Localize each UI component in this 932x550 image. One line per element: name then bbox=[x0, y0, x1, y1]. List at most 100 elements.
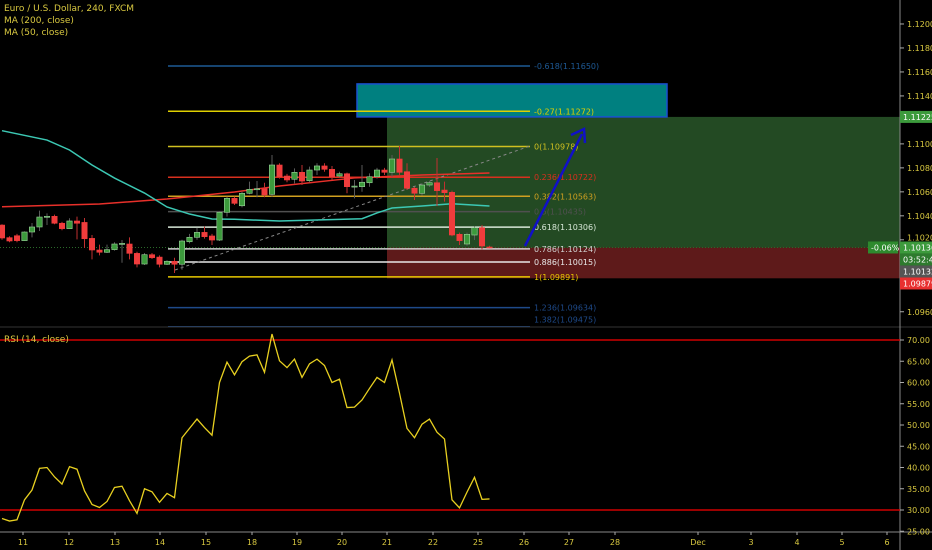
candle[interactable] bbox=[156, 256, 163, 265]
stop-zone[interactable] bbox=[387, 247, 900, 279]
profit-zone[interactable] bbox=[387, 116, 900, 248]
fib-level-label: 0(1.10978) bbox=[534, 143, 578, 152]
candle[interactable] bbox=[194, 232, 201, 238]
candle[interactable] bbox=[119, 243, 126, 245]
candle[interactable] bbox=[343, 173, 350, 187]
price-tick-label: 1.10400 bbox=[907, 212, 932, 221]
candle[interactable] bbox=[66, 220, 73, 229]
candle[interactable] bbox=[433, 182, 440, 191]
candle[interactable] bbox=[471, 227, 478, 236]
candle[interactable] bbox=[298, 172, 305, 182]
candle[interactable] bbox=[74, 220, 81, 224]
candle[interactable] bbox=[209, 235, 216, 241]
symbol-title[interactable]: Euro / U.S. Dollar, 240, FXCM bbox=[4, 4, 135, 14]
candle[interactable] bbox=[321, 165, 328, 170]
candle[interactable] bbox=[441, 189, 448, 193]
price-tick-label: 1.10800 bbox=[907, 164, 932, 173]
candle[interactable] bbox=[351, 185, 358, 188]
candle[interactable] bbox=[418, 184, 425, 194]
candle[interactable] bbox=[261, 188, 268, 196]
candle[interactable] bbox=[171, 260, 178, 265]
candle[interactable] bbox=[224, 198, 231, 213]
candle[interactable] bbox=[426, 182, 433, 186]
candle[interactable] bbox=[126, 243, 133, 254]
candle[interactable] bbox=[396, 158, 403, 173]
candle[interactable] bbox=[246, 189, 253, 194]
rsi-tick-label: 55.00 bbox=[907, 400, 930, 409]
ma50-legend[interactable]: MA (50, close) bbox=[4, 28, 69, 38]
candle[interactable] bbox=[478, 227, 485, 247]
rsi-legend[interactable]: RSI (14, close) bbox=[4, 335, 69, 345]
candle[interactable] bbox=[141, 254, 148, 265]
candle[interactable] bbox=[111, 243, 118, 250]
candle[interactable] bbox=[463, 233, 470, 245]
candle[interactable] bbox=[36, 216, 43, 228]
candle[interactable] bbox=[381, 169, 388, 173]
candle[interactable] bbox=[134, 253, 141, 265]
candle[interactable] bbox=[373, 169, 380, 178]
candle[interactable] bbox=[388, 158, 395, 173]
candle[interactable] bbox=[239, 192, 246, 207]
price-tick-label: 1.11800 bbox=[907, 44, 932, 53]
candle[interactable] bbox=[6, 237, 13, 242]
candle[interactable] bbox=[291, 172, 298, 180]
target-price-badge-bg bbox=[900, 110, 932, 123]
candle[interactable] bbox=[0, 224, 6, 239]
candle[interactable] bbox=[486, 246, 493, 249]
candle[interactable] bbox=[403, 171, 410, 189]
candle[interactable] bbox=[328, 169, 335, 178]
candle[interactable] bbox=[283, 175, 290, 181]
countdown-badge-bg bbox=[900, 253, 932, 266]
projection-arrow[interactable] bbox=[523, 133, 584, 247]
time-tick-label: 21 bbox=[382, 538, 392, 547]
candle[interactable] bbox=[28, 226, 35, 233]
rsi-tick-label: 60.00 bbox=[907, 379, 930, 388]
candle[interactable] bbox=[81, 222, 88, 240]
fib-level-label: -0.618(1.11650) bbox=[534, 62, 599, 71]
price-tick-label: 1.12000 bbox=[907, 20, 932, 29]
bid-price-badge: 1.10132 bbox=[903, 267, 932, 276]
price-tick-label: 1.11000 bbox=[907, 140, 932, 149]
price-tick-label: 1.11600 bbox=[907, 68, 932, 77]
rsi-tick-label: 40.00 bbox=[907, 464, 930, 473]
last-price-badge-bg bbox=[900, 241, 932, 254]
candle[interactable] bbox=[268, 164, 275, 195]
candle[interactable] bbox=[104, 249, 111, 253]
time-tick-label: 20 bbox=[337, 538, 347, 547]
candle[interactable] bbox=[201, 232, 208, 237]
candle[interactable] bbox=[149, 254, 156, 258]
fib-trend-line[interactable] bbox=[174, 145, 531, 271]
candle[interactable] bbox=[254, 188, 261, 191]
candle[interactable] bbox=[89, 238, 96, 251]
candle[interactable] bbox=[366, 176, 373, 184]
candle[interactable] bbox=[358, 181, 365, 187]
candle[interactable] bbox=[313, 165, 320, 171]
rsi-tick-label: 70.00 bbox=[907, 336, 930, 345]
candle[interactable] bbox=[14, 235, 21, 241]
candle[interactable] bbox=[179, 240, 186, 265]
candle[interactable] bbox=[21, 231, 28, 241]
candle[interactable] bbox=[411, 187, 418, 194]
ma50-line bbox=[1, 129, 490, 222]
candle[interactable] bbox=[58, 222, 65, 229]
candle[interactable] bbox=[306, 169, 313, 181]
ma200-legend[interactable]: MA (200, close) bbox=[4, 16, 74, 26]
candle[interactable] bbox=[276, 164, 283, 178]
candle[interactable] bbox=[216, 212, 223, 241]
candle[interactable] bbox=[43, 216, 50, 218]
time-tick-label: Dec bbox=[690, 538, 705, 547]
candle[interactable] bbox=[186, 236, 193, 243]
stop-price-badge-bg bbox=[900, 277, 932, 290]
candle[interactable] bbox=[448, 192, 455, 236]
candle[interactable] bbox=[96, 249, 103, 253]
fib-level-label: 1.236(1.09634) bbox=[534, 304, 596, 313]
candle[interactable] bbox=[231, 198, 238, 204]
candle[interactable] bbox=[164, 260, 171, 265]
candle[interactable] bbox=[336, 173, 343, 177]
fib-level-label: 0.236(1.10722) bbox=[534, 173, 596, 182]
candle[interactable] bbox=[51, 216, 58, 224]
candle[interactable] bbox=[456, 233, 463, 241]
fib-level-label: 0.618(1.10306) bbox=[534, 223, 596, 232]
